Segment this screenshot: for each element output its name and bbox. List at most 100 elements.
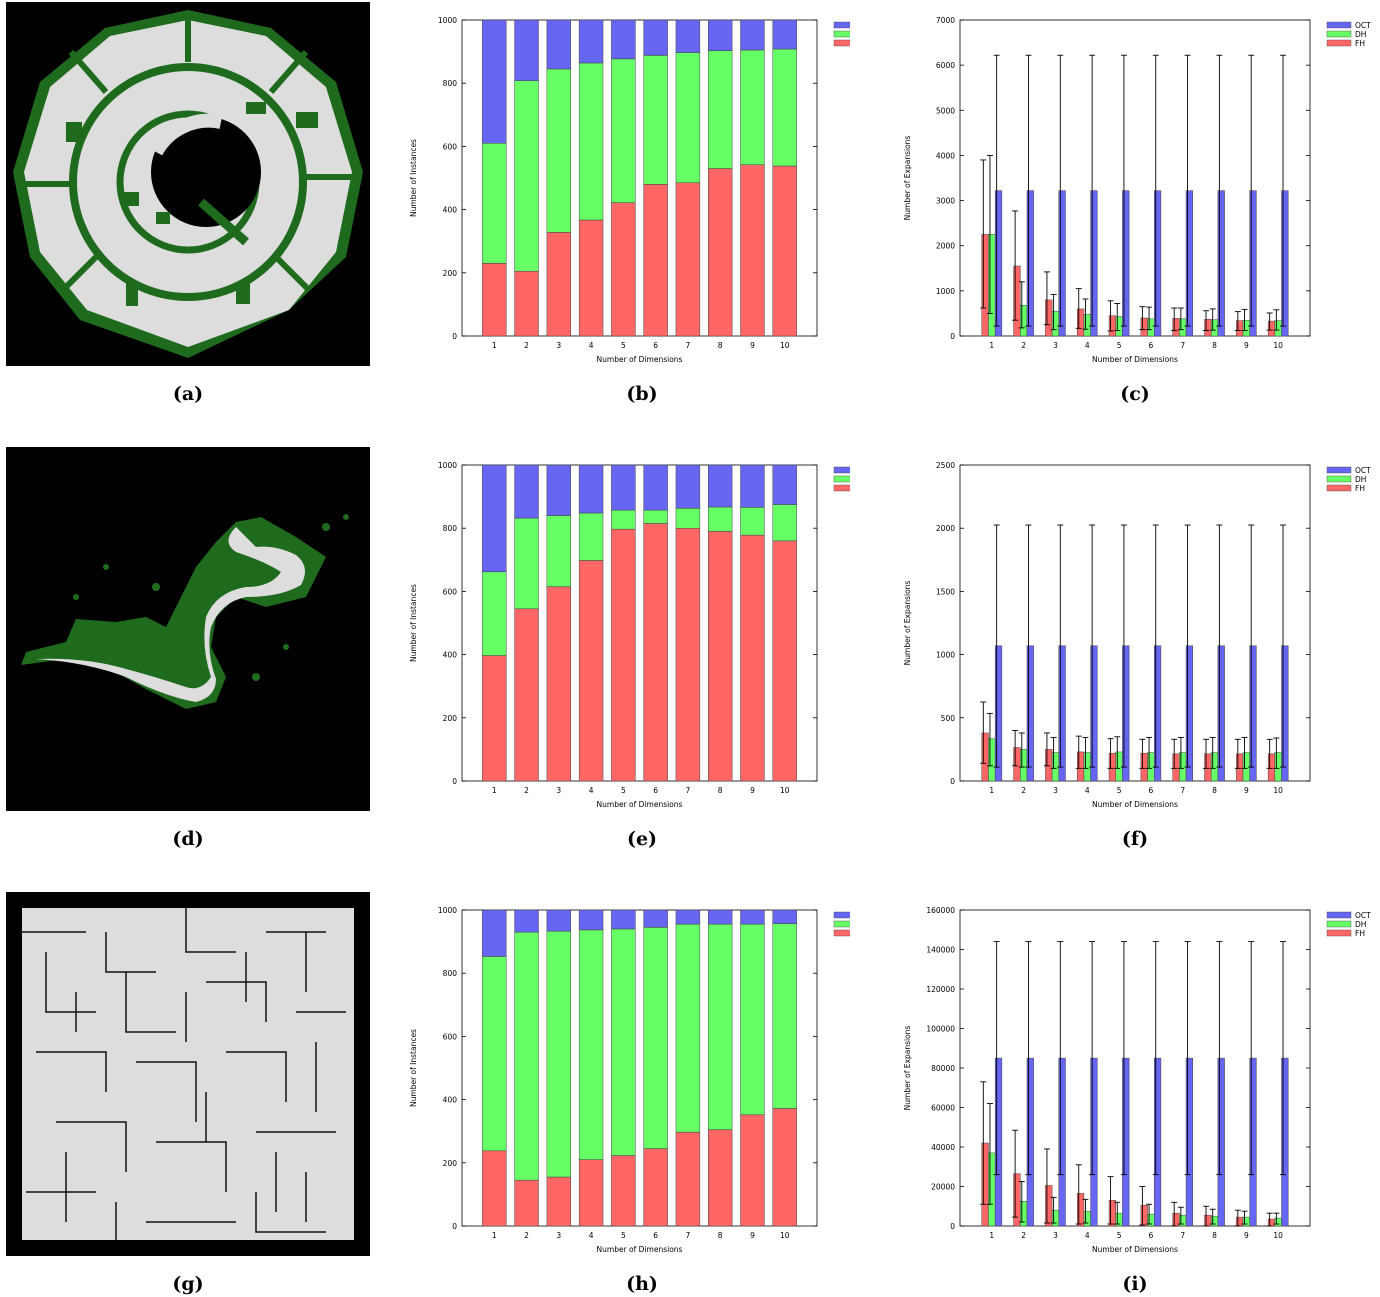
y-tick-label: 0 <box>452 332 457 341</box>
x-tick-label: 3 <box>1053 786 1058 795</box>
bar-segment-fm <box>675 182 701 337</box>
x-tick-label: 4 <box>1085 341 1090 350</box>
y-axis-label: Number of Instances <box>409 1029 418 1107</box>
legend-label-dh: DH <box>1355 475 1366 484</box>
bar-fh <box>1267 320 1276 337</box>
error-bar-chart-f: 0 500 1000 1500 2000 2500 1 2 3 4 5 6 7 8 9 10 Number of… <box>895 445 1380 815</box>
x-axis-label: Number of Dimensions <box>597 800 683 809</box>
bar-oct <box>1154 645 1162 782</box>
bar-segment-fm <box>675 527 701 782</box>
caption-i: (i) <box>1122 1273 1148 1295</box>
bar-segment-fm <box>578 1159 604 1227</box>
bar-dh <box>988 234 996 337</box>
bar-fh <box>1267 1218 1276 1227</box>
bar-segment-dh <box>675 52 701 183</box>
bar-oct <box>994 645 1003 782</box>
bar-segment-dh <box>514 517 539 610</box>
x-tick-label: 4 <box>1085 1231 1090 1240</box>
bar-oct <box>994 190 1003 337</box>
x-tick-label: 8 <box>1212 1231 1217 1240</box>
y-tick-label: 600 <box>443 142 458 151</box>
bar-segment-oct <box>643 464 668 511</box>
bar-segment-dh <box>578 929 604 1160</box>
x-tick-label: 1 <box>989 1231 994 1240</box>
bar-dh <box>1210 319 1219 337</box>
x-tick-label: 10 <box>1273 786 1283 795</box>
error-bar-chart-c: 0 1000 2000 3000 4000 5000 6000 7000 1 2 3 4 5 6 7 8 9 10… <box>895 0 1380 370</box>
bar-dh <box>1179 318 1187 337</box>
y-axis-label: Number of Expansions <box>903 1026 912 1111</box>
bar-segment-fm <box>643 184 668 337</box>
bar-segment-oct <box>514 19 539 81</box>
bar-fh <box>1267 753 1276 782</box>
bar-segment-fm <box>546 232 572 337</box>
bar-dh <box>1020 749 1028 782</box>
bar-segment-dh <box>514 80 539 272</box>
x-tick-label: 2 <box>1021 341 1026 350</box>
bar-fh <box>1077 751 1085 782</box>
legend-swatch-dh <box>1326 30 1352 38</box>
x-tick-label: 7 <box>1180 341 1185 350</box>
bar-segment-fm <box>514 270 539 337</box>
legend-swatch-dh <box>833 920 859 928</box>
bar-segment-dh <box>772 504 797 542</box>
x-tick-label: 5 <box>621 786 626 795</box>
x-axis-label: Number of Dimensions <box>597 355 683 364</box>
y-tick-label: 100000 <box>926 1025 955 1034</box>
legend-swatch-fm <box>833 929 859 937</box>
x-tick-label: 6 <box>1149 341 1154 350</box>
plot-frame <box>461 19 818 337</box>
bar-fh <box>1236 1216 1244 1227</box>
bar-segment-oct <box>643 909 668 928</box>
x-tick-label: 6 <box>653 341 658 350</box>
bar-segment-dh <box>546 930 572 1178</box>
y-tick-label: 400 <box>443 651 458 660</box>
y-tick-label: 1000 <box>438 16 457 25</box>
y-tick-label: 200 <box>443 1159 458 1168</box>
bar-fh <box>1140 752 1148 782</box>
bar-segment-oct <box>675 464 701 509</box>
bar-fh <box>1013 1173 1021 1227</box>
bar-segment-dh <box>578 62 604 221</box>
bar-dh <box>1147 318 1155 337</box>
legend-swatch-dh <box>1326 920 1352 928</box>
bar-oct <box>1185 1057 1193 1227</box>
caption-f: (f) <box>1121 828 1149 850</box>
x-tick-label: 6 <box>1149 786 1154 795</box>
bar-oct <box>1058 1057 1066 1227</box>
bar-segment-fm <box>740 534 765 782</box>
bar-segment-dh <box>611 509 636 530</box>
bar-segment-fm <box>772 165 797 337</box>
bar-segment-oct <box>514 909 539 933</box>
bar-segment-fm <box>578 219 604 337</box>
bar-segment-oct <box>514 464 539 519</box>
bar-segment-fm <box>707 168 733 337</box>
bar-segment-oct <box>546 19 572 70</box>
plot-frame <box>461 909 818 1227</box>
y-axis-label: Number of Expansions <box>903 581 912 666</box>
x-tick-label: 3 <box>556 1231 561 1240</box>
legend-swatch-dh <box>1326 475 1352 483</box>
bar-segment-dh <box>643 927 668 1149</box>
bar-dh <box>1020 305 1028 337</box>
bar-oct <box>1154 190 1162 337</box>
bar-segment-oct <box>675 909 701 925</box>
legend-swatch-fm <box>833 39 859 47</box>
y-tick-label: 0 <box>452 1222 457 1231</box>
caption-d: (d) <box>172 828 204 850</box>
bar-fh <box>1013 265 1021 337</box>
caption-h: (h) <box>626 1273 658 1295</box>
bar-fh <box>1108 752 1116 782</box>
x-tick-label: 9 <box>750 786 755 795</box>
bar-segment-dh <box>740 49 765 165</box>
bar-oct <box>1122 190 1130 337</box>
bar-fh <box>981 732 989 782</box>
bar-fh <box>1045 749 1053 782</box>
y-tick-label: 1000 <box>936 287 955 296</box>
x-axis-label: Number of Dimensions <box>1092 800 1178 809</box>
legend-swatch-fm <box>833 484 859 492</box>
bar-segment-fm <box>740 164 765 337</box>
bar-segment-dh <box>611 928 636 1156</box>
plot-frame <box>461 464 818 782</box>
x-tick-label: 5 <box>1117 786 1122 795</box>
